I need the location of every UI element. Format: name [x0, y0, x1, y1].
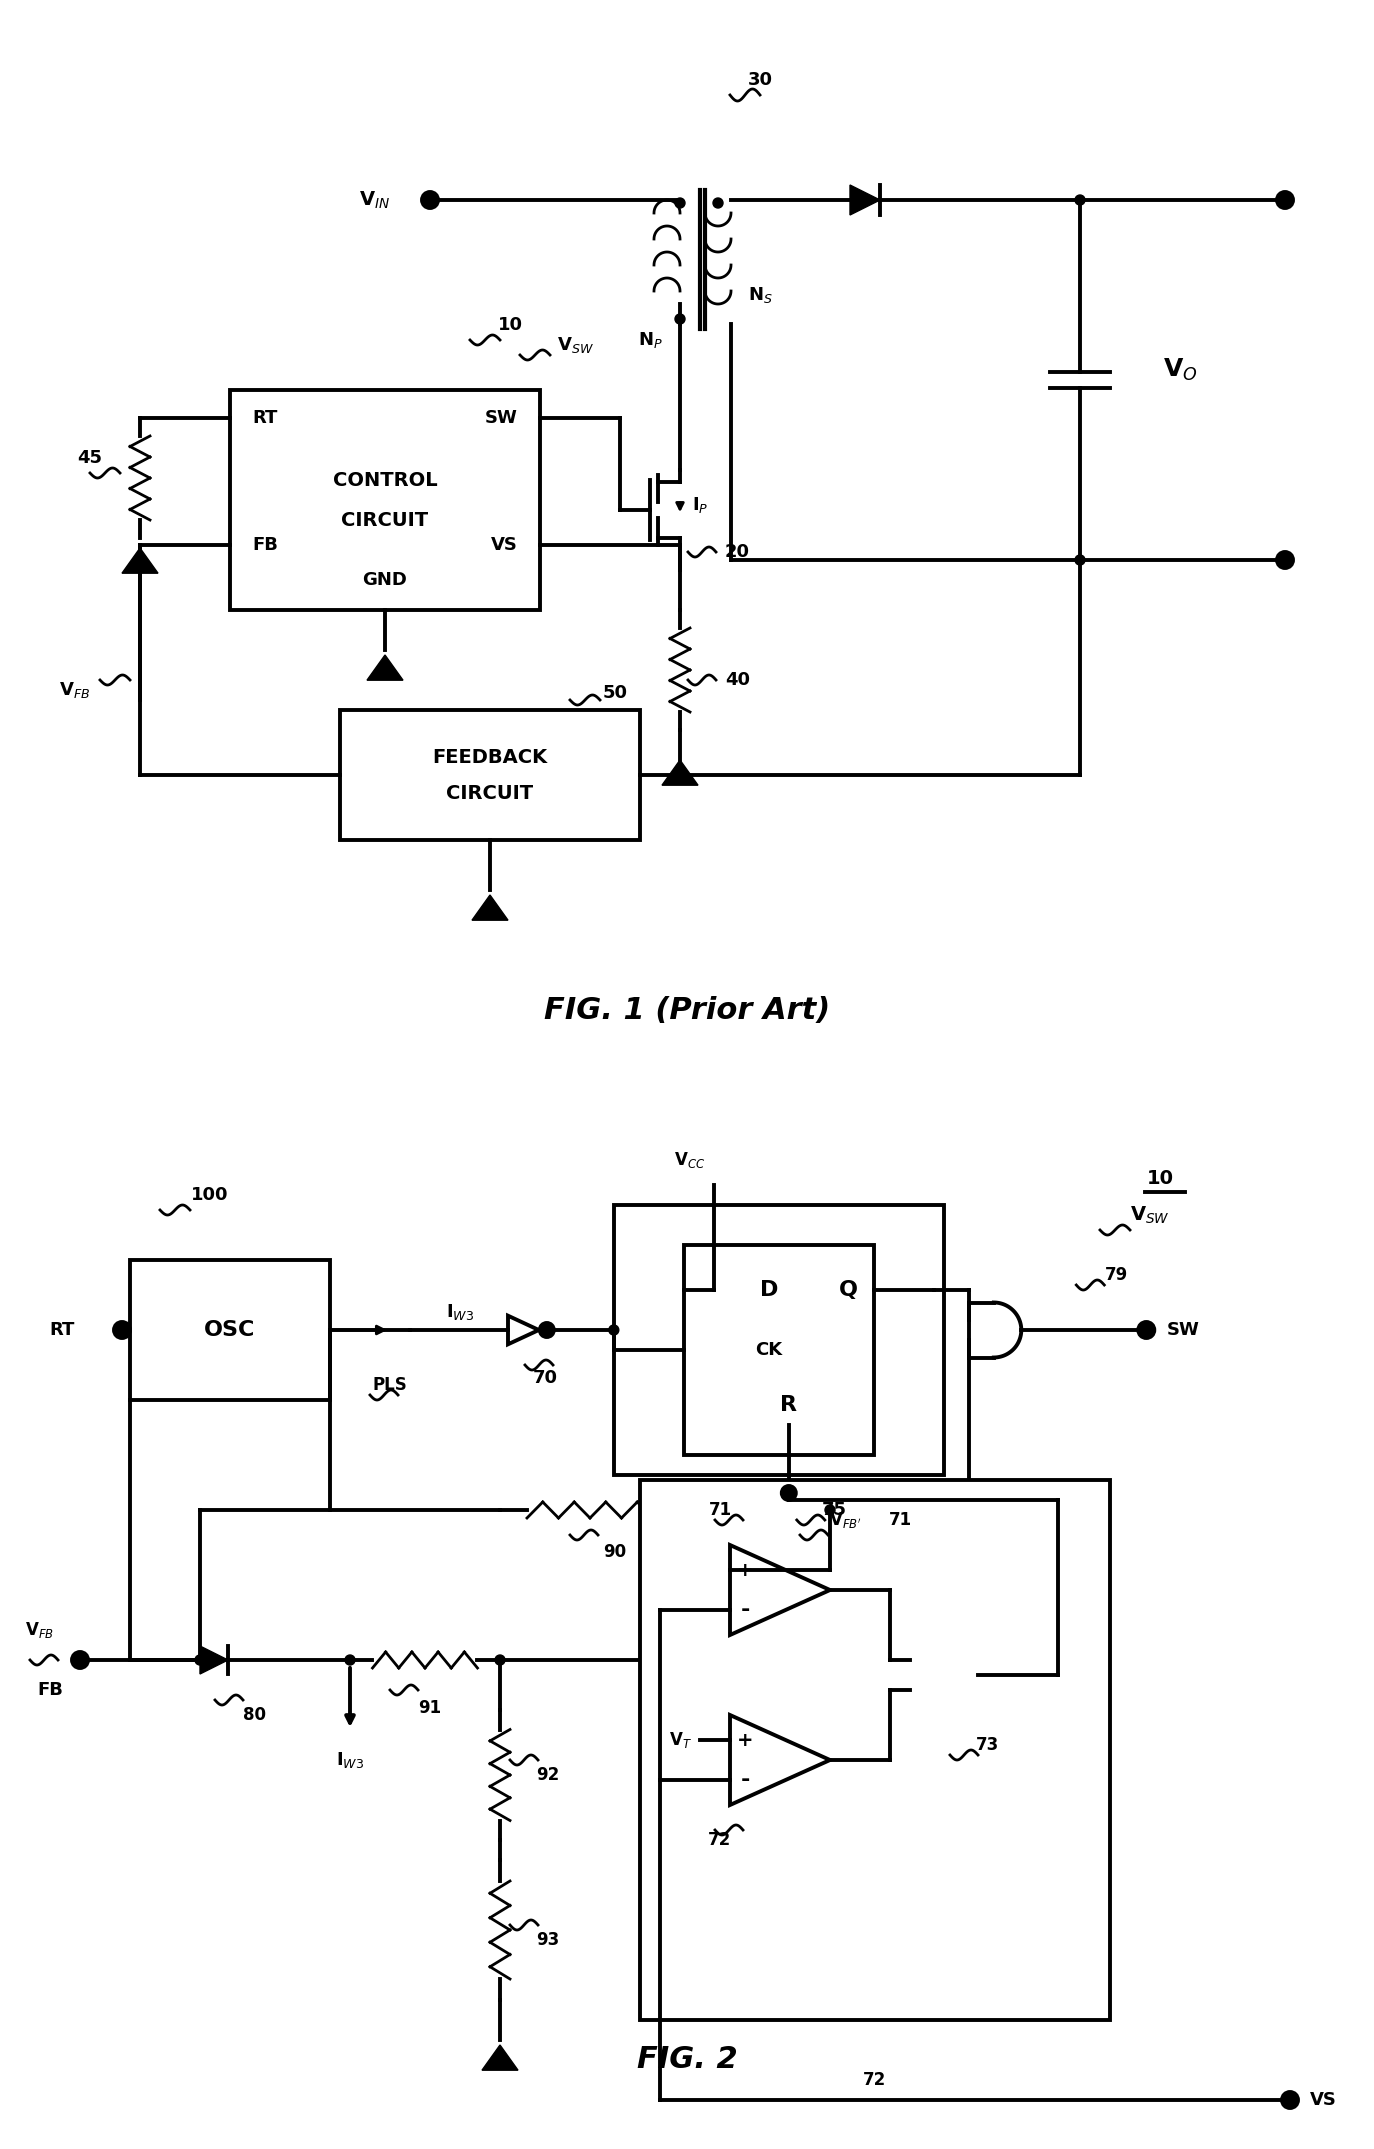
Circle shape [713, 198, 723, 208]
Polygon shape [473, 894, 508, 920]
Text: 50: 50 [603, 683, 628, 703]
Circle shape [495, 1655, 506, 1665]
Polygon shape [122, 548, 158, 574]
Text: CIRCUIT: CIRCUIT [341, 511, 429, 529]
Bar [684, 1244, 874, 1455]
Text: 70: 70 [533, 1369, 558, 1386]
Text: +: + [736, 1730, 753, 1749]
Bar [339, 709, 640, 840]
Text: 91: 91 [419, 1700, 441, 1717]
Text: V$_O$: V$_O$ [1162, 357, 1197, 383]
Text: 30: 30 [747, 71, 772, 88]
Circle shape [1276, 552, 1293, 567]
Bar [640, 1481, 1110, 2020]
Text: RT: RT [251, 408, 278, 428]
Circle shape [540, 1324, 554, 1337]
Text: FIG. 1 (Prior Art): FIG. 1 (Prior Art) [544, 995, 830, 1025]
Text: 40: 40 [725, 670, 750, 690]
Circle shape [1074, 196, 1085, 204]
Text: V$_{FB'}$: V$_{FB'}$ [829, 1511, 861, 1530]
Text: SW: SW [485, 408, 518, 428]
Polygon shape [367, 655, 403, 681]
Circle shape [195, 1655, 205, 1665]
Text: N$_P$: N$_P$ [638, 331, 662, 350]
Text: I$_{W3}$: I$_{W3}$ [335, 1749, 364, 1771]
Text: R: R [780, 1395, 797, 1414]
Circle shape [71, 1653, 88, 1668]
Circle shape [824, 1504, 835, 1515]
Text: V$_{SW}$: V$_{SW}$ [556, 335, 594, 355]
Text: -: - [741, 1771, 750, 1790]
Polygon shape [482, 2046, 518, 2069]
Text: VS: VS [491, 535, 518, 554]
Text: RT: RT [49, 1322, 76, 1339]
Text: V$_{IN}$: V$_{IN}$ [360, 189, 390, 211]
Text: 79: 79 [1105, 1266, 1128, 1283]
Text: 73: 73 [977, 1736, 1000, 1754]
Text: I$_{W3}$: I$_{W3}$ [445, 1302, 474, 1322]
Polygon shape [662, 761, 698, 784]
Bar [229, 389, 540, 610]
Circle shape [675, 314, 686, 324]
Text: 10: 10 [497, 316, 522, 333]
Text: V$_T$: V$_T$ [669, 1730, 691, 1749]
Text: V$_{CC}$: V$_{CC}$ [673, 1150, 705, 1169]
Text: 72: 72 [709, 1831, 731, 1848]
Text: V$_{FB}$: V$_{FB}$ [59, 679, 91, 701]
Text: CIRCUIT: CIRCUIT [447, 784, 533, 802]
Text: D: D [760, 1281, 778, 1300]
Text: +: + [736, 1560, 753, 1580]
Text: CK: CK [756, 1341, 782, 1358]
Text: FIG. 2: FIG. 2 [636, 2046, 738, 2074]
Text: 100: 100 [191, 1186, 228, 1203]
Circle shape [1138, 1322, 1154, 1339]
Text: VS: VS [1309, 2091, 1337, 2108]
Circle shape [609, 1326, 618, 1335]
Text: FB: FB [251, 535, 278, 554]
Text: 93: 93 [536, 1932, 559, 1949]
Text: -: - [741, 1601, 750, 1620]
Text: N$_S$: N$_S$ [747, 286, 772, 305]
Circle shape [1276, 191, 1293, 208]
Circle shape [675, 198, 686, 208]
Polygon shape [201, 1646, 228, 1674]
Text: SW: SW [1167, 1322, 1200, 1339]
Text: 45: 45 [77, 449, 103, 466]
Text: 90: 90 [603, 1543, 627, 1560]
Text: 71: 71 [889, 1511, 911, 1528]
Bar [614, 1206, 944, 1474]
Text: CONTROL: CONTROL [333, 471, 437, 490]
Text: Q: Q [840, 1281, 859, 1300]
Text: GND: GND [363, 572, 408, 589]
Text: 75: 75 [822, 1500, 846, 1519]
Text: PLS: PLS [372, 1375, 407, 1395]
Text: 92: 92 [536, 1766, 559, 1784]
Text: FEEDBACK: FEEDBACK [433, 748, 548, 767]
Circle shape [1074, 554, 1085, 565]
Polygon shape [851, 185, 879, 215]
Text: 20: 20 [725, 544, 750, 561]
Text: 71: 71 [709, 1500, 731, 1519]
Text: 72: 72 [863, 2072, 886, 2089]
Text: 10: 10 [1146, 1169, 1173, 1188]
Circle shape [345, 1655, 354, 1665]
Text: V$_{SW}$: V$_{SW}$ [1129, 1203, 1169, 1225]
Circle shape [422, 191, 438, 208]
Bar [131, 1259, 330, 1399]
Text: V$_{FB}$: V$_{FB}$ [26, 1620, 55, 1640]
Circle shape [114, 1322, 131, 1339]
Text: FB: FB [37, 1681, 63, 1700]
Text: OSC: OSC [205, 1319, 256, 1341]
Text: I$_P$: I$_P$ [691, 494, 708, 516]
Text: 80: 80 [243, 1706, 267, 1723]
Circle shape [1282, 2091, 1298, 2108]
Circle shape [782, 1485, 796, 1500]
